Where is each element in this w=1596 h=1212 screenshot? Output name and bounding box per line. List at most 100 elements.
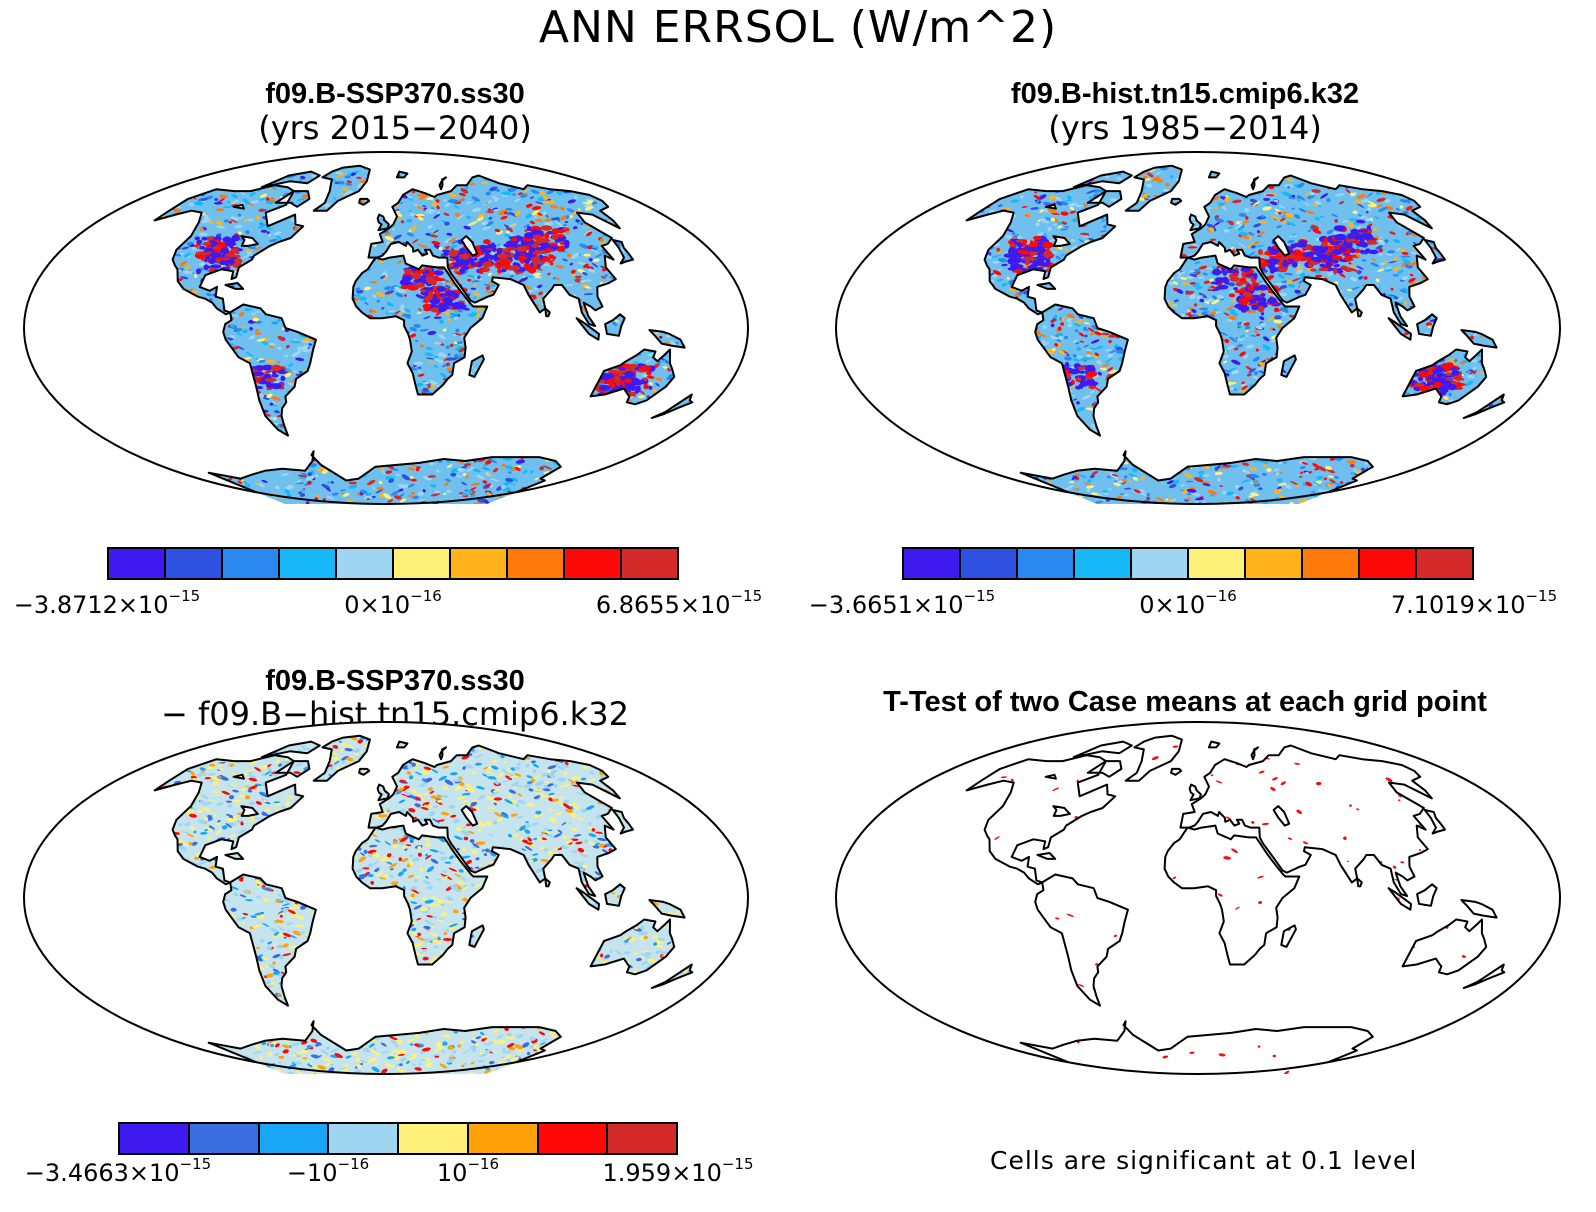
colorbar-tick-label: −3.4663×10−15 — [24, 1155, 212, 1187]
coastline — [207, 450, 562, 504]
colorbar-swatch — [608, 1124, 676, 1153]
map-border — [835, 151, 1561, 505]
coastline-layer — [153, 734, 694, 1074]
colorbar-swatch — [1132, 549, 1189, 578]
coastline — [153, 184, 305, 316]
panel-bl-title: f09.B-SSP370.ss30 — [265, 665, 525, 697]
coastline-layer — [965, 734, 1506, 1074]
panel-tr-subtitle: (yrs 1985−2014) — [1048, 109, 1322, 147]
map-background — [24, 152, 748, 504]
colorbar-tick-label: 7.1019×10−15 — [1390, 587, 1558, 619]
coastline-layer — [153, 164, 694, 504]
colorbar-tick-label: 10−16 — [436, 1155, 500, 1187]
colorbar-difference-ticks: −3.4663×10−15 −10−16 10−16 1.959×10−15 — [25, 1155, 754, 1198]
coastline — [367, 174, 621, 327]
coastline — [1250, 746, 1259, 761]
coastline — [1387, 887, 1412, 911]
coastline — [1170, 197, 1183, 206]
coastline — [224, 852, 245, 860]
coastline — [1179, 174, 1433, 327]
lake — [232, 203, 245, 210]
colorbar-swatch — [508, 549, 565, 578]
colorbar-swatch — [1246, 549, 1303, 578]
coastline — [965, 184, 1117, 316]
coastline — [1179, 744, 1433, 897]
coastline — [153, 754, 305, 886]
colorbar-tick-label: −3.8712×10−15 — [13, 587, 201, 619]
coastline — [1462, 393, 1506, 419]
coastline — [1401, 918, 1488, 976]
coastline — [1086, 190, 1123, 208]
colorbar-swatch — [1303, 549, 1360, 578]
coastline — [1188, 783, 1202, 802]
coastline — [1280, 924, 1297, 948]
coastline — [1072, 740, 1133, 759]
coastline — [575, 887, 600, 911]
map-border — [23, 151, 749, 505]
coastline — [207, 1020, 562, 1074]
panel-br-title: T-Test of two Case means at each grid po… — [883, 686, 1487, 718]
coastline — [575, 317, 600, 341]
coastline — [650, 393, 694, 419]
colorbar-swatch — [394, 549, 451, 578]
coastline — [1034, 303, 1129, 437]
coastline — [395, 170, 409, 179]
coastline — [367, 744, 621, 897]
coastline — [589, 348, 676, 406]
coastline — [312, 164, 371, 212]
coastline — [260, 170, 321, 189]
coastline — [1460, 899, 1498, 919]
coastline — [544, 307, 551, 318]
significance-note: Cells are significant at 0.1 level — [990, 1146, 1418, 1175]
lake — [1044, 773, 1057, 780]
lake — [460, 235, 479, 257]
colorbar-tick-label: −3.6651×10−15 — [808, 587, 996, 619]
coastline — [1207, 170, 1221, 179]
panel-tl-title: f09.B-SSP370.ss30 — [265, 78, 525, 110]
coastline — [358, 767, 371, 776]
colorbar-swatch — [399, 1124, 469, 1153]
coastline — [1280, 354, 1297, 378]
coastline — [965, 754, 1117, 886]
coastline — [1207, 740, 1221, 749]
coastline — [1460, 329, 1498, 349]
colorbar-swatch — [337, 549, 394, 578]
colorbar-ssp370-ticks: −3.8712×10−15 0×10−16 6.8655×10−15 — [14, 587, 762, 630]
colorbar-swatch — [1018, 549, 1075, 578]
colorbar-swatch — [109, 549, 166, 578]
colorbar-ssp370 — [107, 547, 679, 580]
coastline — [1124, 164, 1183, 212]
colorbar-swatch — [961, 549, 1018, 578]
colorbar-swatch — [120, 1124, 190, 1153]
coastline — [589, 918, 676, 976]
colorbar-hist — [902, 547, 1474, 580]
colorbar-swatch — [259, 1124, 330, 1153]
map-panel-ttest — [835, 721, 1561, 1075]
coastline — [1356, 307, 1363, 318]
coastline — [1170, 767, 1183, 776]
lake — [240, 235, 259, 247]
coastline — [274, 760, 311, 778]
coastline — [1188, 213, 1202, 232]
lake — [240, 805, 259, 817]
coastline — [376, 213, 390, 232]
coastline — [260, 740, 321, 759]
coastline — [1387, 317, 1412, 341]
colorbar-hist-ticks: −3.6651×10−15 0×10−16 7.1019×10−15 — [809, 587, 1557, 630]
map-border — [835, 721, 1561, 1075]
coastline — [1163, 254, 1301, 396]
lake — [1052, 805, 1071, 817]
coastline — [544, 877, 551, 888]
coastline — [1036, 852, 1057, 860]
map-panel-difference — [23, 721, 749, 1075]
coastline — [1072, 170, 1133, 189]
coastline — [648, 899, 686, 919]
colorbar-tick-label: −10−16 — [286, 1155, 370, 1187]
coastline — [1462, 963, 1506, 989]
coastline — [312, 734, 371, 782]
colorbar-tick-label: 0×10−16 — [344, 587, 442, 619]
coastline — [468, 924, 485, 948]
coastline — [650, 963, 694, 989]
coastline — [1423, 239, 1446, 265]
coastline — [438, 746, 447, 761]
